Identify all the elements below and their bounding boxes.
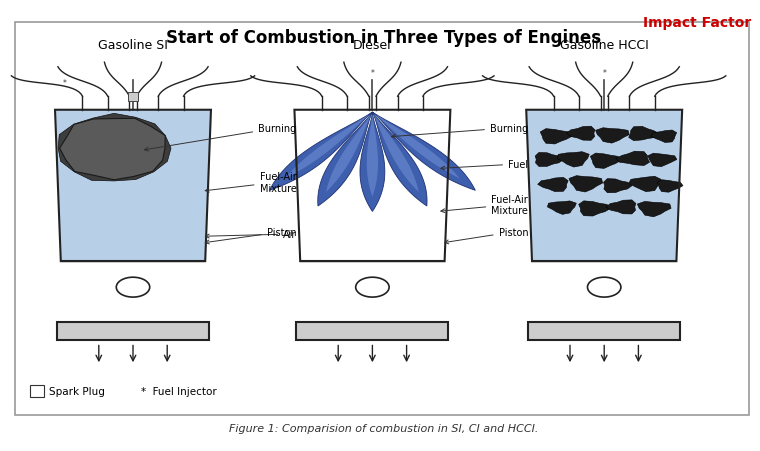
Polygon shape — [651, 131, 676, 143]
Text: Air: Air — [205, 230, 296, 239]
Circle shape — [587, 278, 621, 298]
Polygon shape — [372, 113, 419, 193]
Text: Diesel: Diesel — [353, 39, 391, 52]
Polygon shape — [285, 113, 372, 179]
Polygon shape — [629, 127, 659, 141]
Polygon shape — [606, 200, 636, 215]
Text: Gasoline HCCI: Gasoline HCCI — [560, 39, 648, 52]
Circle shape — [116, 278, 150, 298]
Text: *: * — [370, 69, 375, 78]
Text: Gasoline SI: Gasoline SI — [98, 39, 168, 52]
Text: Piston: Piston — [445, 227, 528, 244]
Polygon shape — [294, 110, 451, 262]
Polygon shape — [596, 129, 629, 144]
Text: Impact Factor: Impact Factor — [643, 16, 751, 30]
Polygon shape — [372, 113, 427, 207]
Polygon shape — [566, 127, 595, 141]
Polygon shape — [657, 180, 683, 193]
Polygon shape — [537, 178, 568, 192]
Text: *: * — [602, 69, 606, 78]
Bar — [15, 23, 749, 415]
Circle shape — [356, 278, 389, 298]
Polygon shape — [58, 114, 171, 181]
Text: Fuel-Air
Mixture: Fuel-Air Mixture — [205, 172, 296, 193]
Polygon shape — [603, 179, 632, 193]
Polygon shape — [270, 113, 372, 191]
Polygon shape — [648, 154, 677, 167]
Polygon shape — [547, 202, 576, 215]
Bar — [296, 322, 448, 341]
Polygon shape — [326, 113, 372, 193]
Polygon shape — [535, 153, 564, 167]
Polygon shape — [638, 202, 671, 217]
Text: Burning: Burning — [144, 124, 296, 152]
Text: Piston: Piston — [205, 227, 296, 244]
Polygon shape — [318, 113, 372, 207]
Text: Fuel: Fuel — [441, 160, 528, 170]
Bar — [128, 92, 138, 101]
Bar — [57, 322, 209, 341]
Text: Burning: Burning — [391, 124, 528, 139]
Polygon shape — [557, 152, 589, 168]
Polygon shape — [526, 110, 682, 262]
Polygon shape — [540, 129, 572, 145]
Polygon shape — [367, 113, 378, 197]
Text: Figure 1: Comparision of combustion in SI, CI and HCCI.: Figure 1: Comparision of combustion in S… — [229, 423, 539, 433]
Polygon shape — [616, 152, 650, 166]
Bar — [528, 322, 680, 341]
Text: Start of Combustion in Three Types of Engines: Start of Combustion in Three Types of En… — [166, 29, 601, 47]
Polygon shape — [360, 113, 385, 212]
Text: Spark Plug: Spark Plug — [49, 387, 105, 396]
Bar — [30, 386, 44, 397]
Text: Fuel-Air
Mixture: Fuel-Air Mixture — [441, 194, 528, 216]
Polygon shape — [578, 202, 611, 216]
Polygon shape — [569, 176, 603, 193]
Text: *  Fuel Injector: * Fuel Injector — [141, 387, 217, 396]
Polygon shape — [55, 110, 211, 262]
Polygon shape — [591, 154, 621, 169]
Polygon shape — [629, 177, 661, 192]
Polygon shape — [372, 113, 475, 191]
Text: *: * — [62, 79, 67, 87]
Polygon shape — [59, 119, 165, 180]
Polygon shape — [372, 113, 460, 179]
